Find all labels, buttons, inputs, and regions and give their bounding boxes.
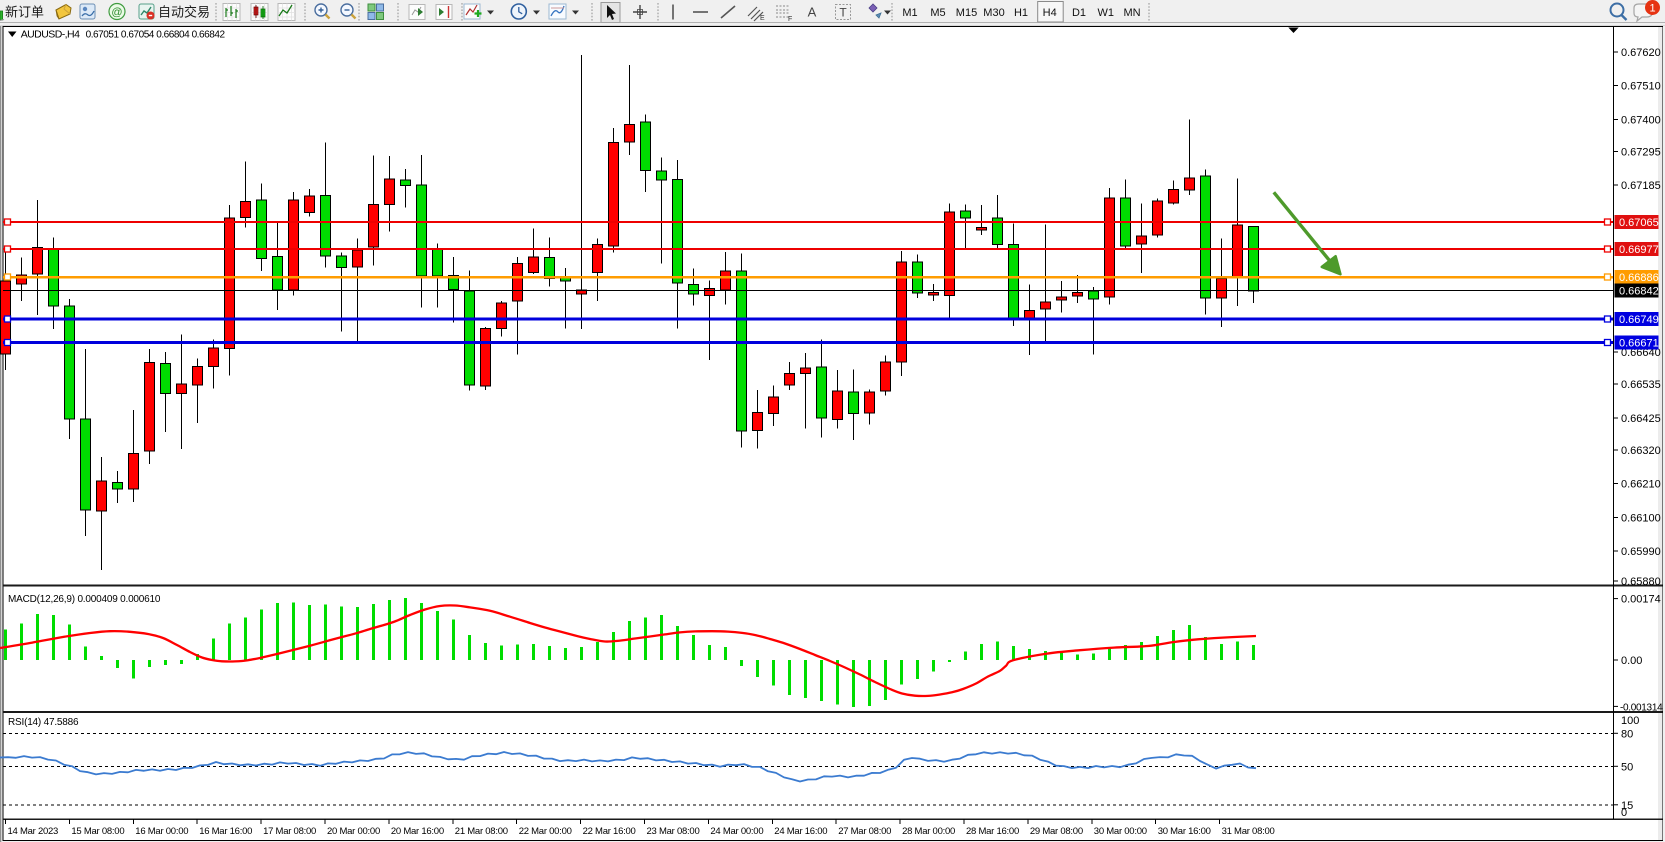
svg-text:30 Mar 00:00: 30 Mar 00:00: [1094, 826, 1147, 837]
svg-text:0.67051 0.67054 0.66804 0.6684: 0.67051 0.67054 0.66804 0.66842: [86, 30, 226, 41]
svg-text:1: 1: [1649, 3, 1655, 15]
svg-text:23 Mar 08:00: 23 Mar 08:00: [647, 826, 700, 837]
svg-text:0.66535: 0.66535: [1621, 379, 1661, 391]
svg-text:0.00174: 0.00174: [1621, 594, 1661, 606]
svg-text:28 Mar 00:00: 28 Mar 00:00: [902, 826, 955, 837]
svg-text:A: A: [808, 5, 817, 20]
svg-text:D1: D1: [1072, 7, 1086, 19]
svg-text:0: 0: [1621, 807, 1627, 819]
svg-text:0.65880: 0.65880: [1621, 576, 1661, 588]
svg-text:新订单: 新订单: [5, 5, 44, 20]
svg-text:0.66320: 0.66320: [1621, 445, 1661, 457]
svg-text:22 Mar 16:00: 22 Mar 16:00: [583, 826, 636, 837]
svg-text:0.65990: 0.65990: [1621, 546, 1661, 558]
svg-text:29 Mar 08:00: 29 Mar 08:00: [1030, 826, 1083, 837]
svg-text:0.66842: 0.66842: [1619, 286, 1659, 298]
svg-text:0.67400: 0.67400: [1621, 114, 1661, 126]
svg-text:22 Mar 00:00: 22 Mar 00:00: [519, 826, 572, 837]
svg-text:自动交易: 自动交易: [158, 5, 210, 20]
svg-text:17 Mar 08:00: 17 Mar 08:00: [263, 826, 316, 837]
svg-text:16 Mar 16:00: 16 Mar 16:00: [199, 826, 252, 837]
svg-text:20 Mar 00:00: 20 Mar 00:00: [327, 826, 380, 837]
svg-text:0.66210: 0.66210: [1621, 479, 1661, 491]
svg-text:21 Mar 08:00: 21 Mar 08:00: [455, 826, 508, 837]
svg-text:0.66640: 0.66640: [1621, 347, 1661, 359]
svg-text:0.67295: 0.67295: [1621, 147, 1661, 159]
svg-text:50: 50: [1621, 761, 1633, 773]
svg-text:0.67620: 0.67620: [1621, 47, 1661, 59]
svg-text:H1: H1: [1014, 7, 1028, 19]
svg-text:16 Mar 00:00: 16 Mar 00:00: [135, 826, 188, 837]
svg-text:0.66425: 0.66425: [1621, 413, 1661, 425]
svg-text:M5: M5: [930, 7, 945, 19]
svg-text:0.67510: 0.67510: [1621, 81, 1661, 93]
svg-text:0.00: 0.00: [1621, 655, 1642, 667]
svg-text:14 Mar 2023: 14 Mar 2023: [8, 826, 59, 837]
svg-text:W1: W1: [1097, 7, 1114, 19]
svg-text:100: 100: [1621, 715, 1639, 727]
svg-text:0.66749: 0.66749: [1619, 314, 1659, 326]
svg-text:-0.001314: -0.001314: [1620, 702, 1663, 713]
svg-text:M15: M15: [956, 7, 977, 19]
svg-text:24 Mar 16:00: 24 Mar 16:00: [774, 826, 827, 837]
svg-text:20 Mar 16:00: 20 Mar 16:00: [391, 826, 444, 837]
svg-text:0.66671: 0.66671: [1619, 338, 1659, 350]
svg-text:31 Mar 08:00: 31 Mar 08:00: [1222, 826, 1275, 837]
svg-text:0.66977: 0.66977: [1619, 244, 1659, 256]
svg-text:M30: M30: [983, 7, 1004, 19]
svg-text:0.67185: 0.67185: [1621, 180, 1661, 192]
svg-text:MACD(12,26,9) 0.000409 0.00061: MACD(12,26,9) 0.000409 0.000610: [8, 594, 161, 605]
svg-text:RSI(14) 47.5886: RSI(14) 47.5886: [8, 717, 79, 728]
svg-text:27 Mar 08:00: 27 Mar 08:00: [838, 826, 891, 837]
svg-text:AUDUSD-,H4: AUDUSD-,H4: [21, 29, 80, 41]
svg-text:H4: H4: [1043, 7, 1057, 19]
svg-text:0.66100: 0.66100: [1621, 512, 1661, 524]
svg-text:0.66886: 0.66886: [1619, 272, 1659, 284]
svg-text:0.67065: 0.67065: [1619, 217, 1659, 229]
svg-text:28 Mar 16:00: 28 Mar 16:00: [966, 826, 1019, 837]
svg-text:@: @: [111, 7, 122, 19]
svg-text:24 Mar 00:00: 24 Mar 00:00: [710, 826, 763, 837]
svg-text:15 Mar 08:00: 15 Mar 08:00: [71, 826, 124, 837]
svg-text:15: 15: [1621, 800, 1633, 812]
svg-text:E: E: [760, 15, 765, 22]
svg-text:30 Mar 16:00: 30 Mar 16:00: [1158, 826, 1211, 837]
svg-text:F: F: [788, 16, 792, 23]
svg-text:T: T: [839, 6, 847, 20]
svg-text:MN: MN: [1123, 7, 1140, 19]
svg-text:80: 80: [1621, 728, 1633, 740]
svg-text:M1: M1: [902, 7, 917, 19]
